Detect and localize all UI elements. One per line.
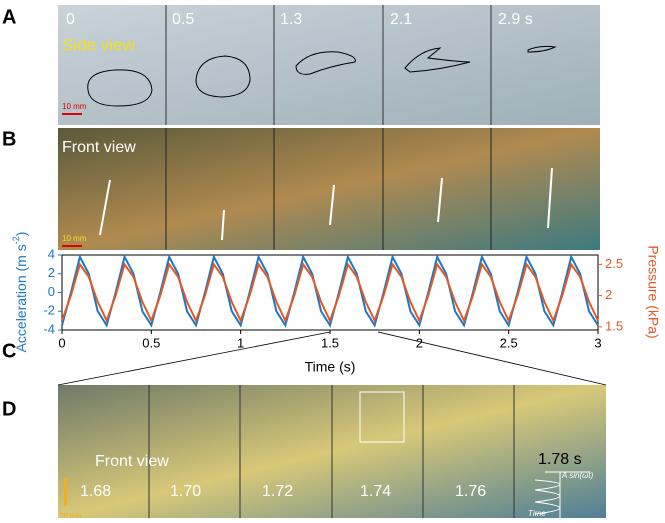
time-label: 2.9 s	[498, 11, 533, 28]
scale-label: 10 mm	[62, 102, 87, 111]
view-label: Front view	[95, 453, 169, 470]
time-label: 1.76	[455, 483, 486, 500]
x-axis-label: Time (s)	[305, 359, 356, 375]
y-tick-label: 0	[48, 284, 55, 299]
y2-tick-label: 1.5	[605, 318, 623, 333]
y2-axis-label: Pressure (kPa)	[645, 245, 661, 338]
row-d	[57, 331, 607, 518]
y-label-part: Acceleration (m s	[13, 244, 29, 352]
time-label: 1.72	[262, 483, 293, 500]
scale-bar	[62, 245, 82, 247]
zoom-lines	[57, 331, 607, 386]
photo-strip	[58, 5, 600, 125]
panel-label: C	[2, 340, 16, 362]
view-label: Side view	[62, 35, 135, 54]
tile-dividers	[148, 385, 515, 518]
outline	[404, 47, 471, 73]
y-label-sup: -2	[11, 236, 21, 244]
highlight-box	[359, 391, 405, 443]
panel-label: A	[2, 6, 16, 28]
x-tick-label: 0.5	[142, 335, 160, 350]
y2-tick-label: 2	[605, 287, 612, 302]
time-label: 2.1	[390, 11, 412, 28]
outline	[295, 51, 356, 75]
time-label: 0.5	[172, 11, 194, 28]
row-b	[58, 128, 600, 250]
scale-bar	[64, 478, 67, 506]
series-line	[61, 254, 599, 328]
x-tick-label: 2	[416, 335, 423, 350]
photo-strip	[58, 128, 600, 250]
outline	[527, 45, 557, 53]
outline	[195, 55, 251, 98]
y-tick-label: -4	[43, 321, 55, 336]
wave-label: A sin(ωt)	[561, 471, 594, 480]
x-tick-label: 0	[58, 335, 65, 350]
y-tick-label: 4	[48, 246, 55, 261]
series-line	[61, 262, 599, 324]
view-label: Front view	[62, 139, 136, 156]
x-tick-label: 1	[237, 335, 244, 350]
scale-label: 50 mm	[60, 513, 82, 520]
markers	[99, 167, 553, 241]
x-tick-label: 1.5	[321, 335, 339, 350]
time-label: 1.70	[170, 483, 201, 500]
scale-bar	[62, 113, 82, 115]
time-label: 1.74	[360, 483, 391, 500]
y-label-part: )	[13, 232, 29, 237]
scale-label: 10 mm	[62, 234, 87, 243]
time-axis-label: Time	[528, 509, 546, 518]
time-label: 1.3	[280, 11, 302, 28]
wave-icon	[534, 471, 590, 518]
x-tick-label: 3	[594, 335, 601, 350]
y-tick-label: 2	[48, 265, 55, 280]
tile-dividers	[165, 128, 492, 250]
outline	[87, 69, 153, 107]
y2-tick-label: 2.5	[605, 256, 623, 271]
y-tick-label: -2	[43, 303, 55, 318]
panel-label: D	[2, 398, 16, 420]
row-a	[58, 5, 600, 125]
time-label: 0	[66, 11, 75, 28]
x-tick-label: 2.5	[500, 335, 518, 350]
time-label: 1.68	[80, 483, 111, 500]
time-label: 1.78 s	[538, 451, 582, 468]
panel-label: B	[2, 128, 16, 150]
tile-dividers	[165, 5, 492, 125]
y-axis-label: Acceleration (m s-2)	[11, 232, 28, 353]
